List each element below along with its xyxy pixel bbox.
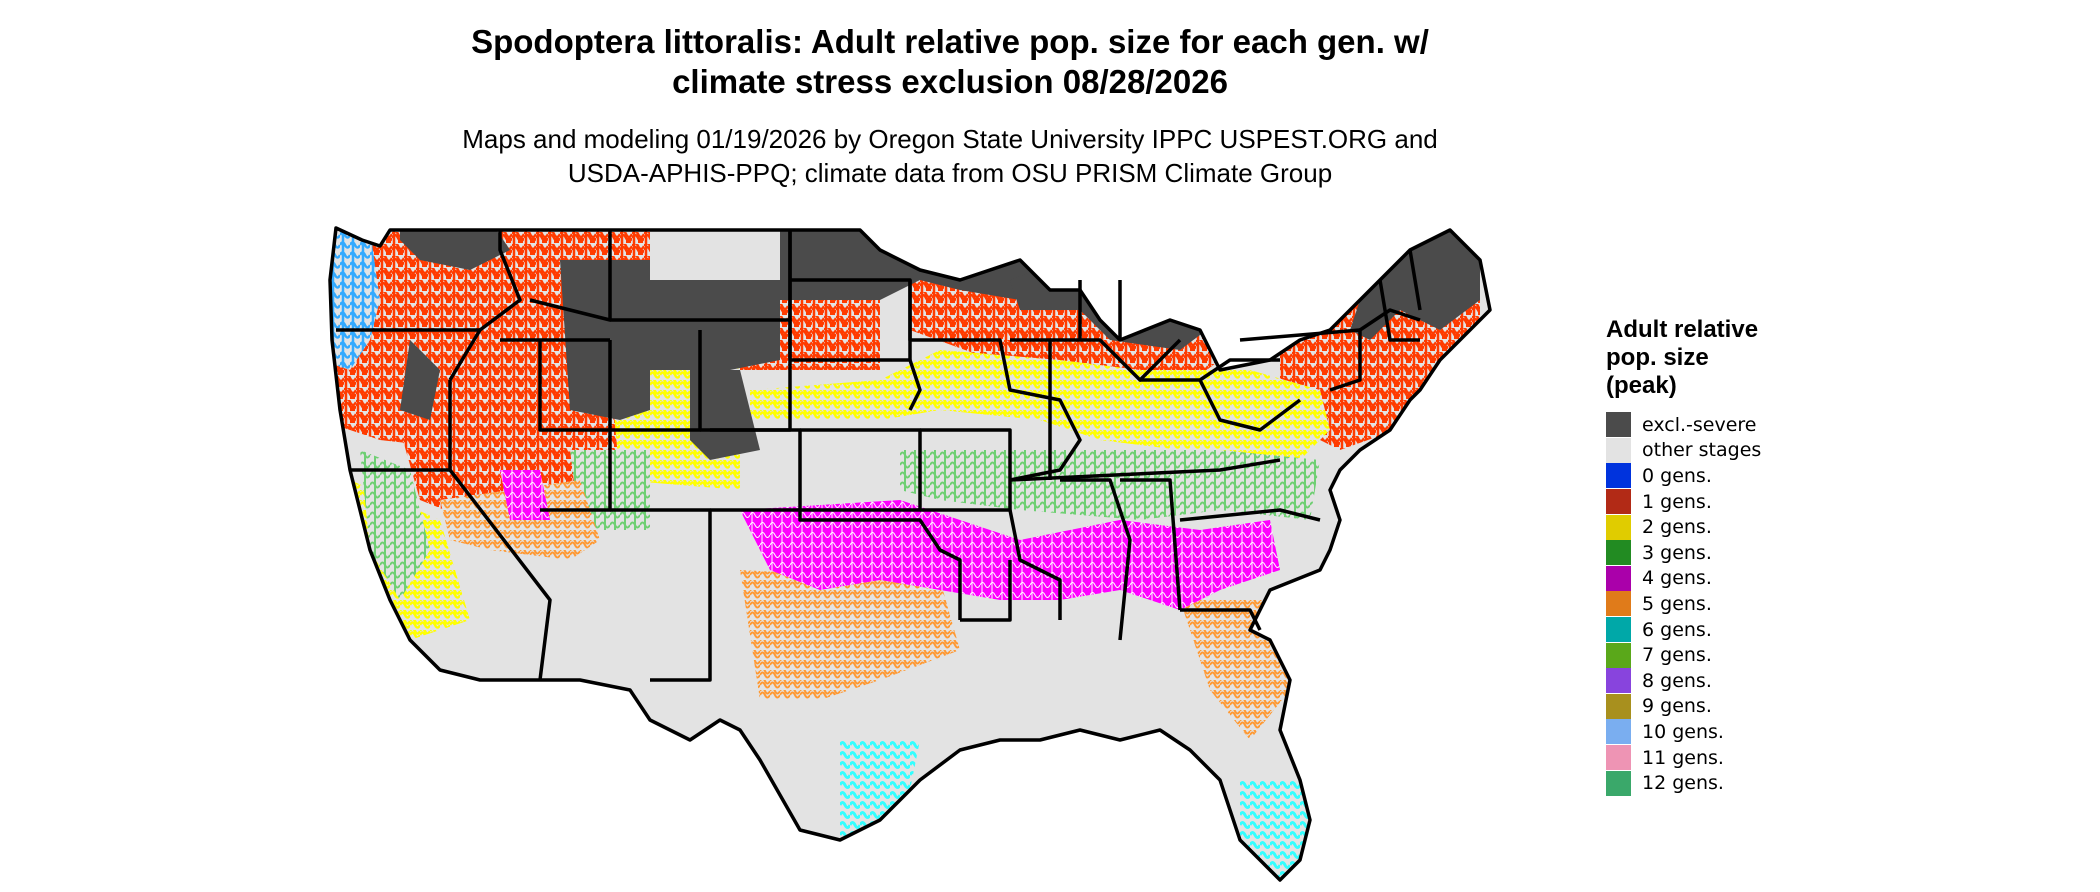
- legend-swatch: [1606, 437, 1631, 463]
- us-map: [328, 226, 1492, 882]
- map-title-line2: climate stress exclusion 08/28/2026: [672, 63, 1228, 100]
- region-texas-5gen: [740, 570, 960, 700]
- legend-label: 4 gens.: [1642, 567, 1712, 590]
- legend: Adult relative pop. size (peak) excl.-se…: [1606, 316, 1906, 796]
- legend-title-line1: Adult relative: [1606, 316, 1759, 343]
- border-wv-va: [1198, 379, 1302, 432]
- legend-item: 5 gens.: [1606, 591, 1906, 617]
- legend-label: 5 gens.: [1642, 592, 1712, 615]
- legend-label: excl.-severe: [1642, 413, 1757, 436]
- border-ga-fl: [1180, 608, 1262, 631]
- border-tn-ky: [1009, 458, 1281, 482]
- legend-item: 0 gens.: [1606, 463, 1906, 489]
- region-central-2gen: [750, 350, 1330, 480]
- legend-label: 8 gens.: [1642, 669, 1712, 692]
- border-ca-nv-az: [448, 468, 552, 681]
- border-mn-ia-mo: [908, 280, 1082, 482]
- border-az-nm: [610, 508, 712, 682]
- state-borders: [328, 226, 1492, 882]
- legend-item: other stages: [1606, 437, 1906, 464]
- border-nh-me: [1408, 249, 1422, 311]
- legend-label: 10 gens.: [1642, 720, 1724, 743]
- legend-item: excl.-severe: [1606, 412, 1906, 438]
- border-ok-tx: [798, 510, 962, 620]
- legend-swatch: [1606, 617, 1631, 643]
- legend-label: 11 gens.: [1642, 746, 1724, 769]
- legend-item: 10 gens.: [1606, 719, 1906, 745]
- legend-title-line2: pop. size: [1606, 344, 1709, 371]
- legend-swatch: [1606, 489, 1631, 515]
- legend-item: 4 gens.: [1606, 565, 1906, 592]
- border-mo-ar: [920, 428, 1012, 512]
- legend-title-line3: (peak): [1606, 372, 1677, 399]
- legend-swatch: [1606, 591, 1631, 617]
- legend-swatch: [1606, 463, 1631, 489]
- legend-label: 6 gens.: [1642, 618, 1712, 641]
- region-coast-10gen: [330, 228, 380, 370]
- border-ny-ct: [1359, 308, 1421, 332]
- legend-swatch: [1606, 514, 1631, 540]
- border-wi-mi: [1078, 280, 1122, 340]
- border-nc-sc: [1179, 508, 1321, 522]
- legend-swatch: [1606, 540, 1631, 566]
- map-title: Spodoptera littoralis: Adult relative po…: [420, 22, 1480, 102]
- legend-item: 1 gens.: [1606, 489, 1906, 515]
- border-ks-ok: [800, 428, 922, 512]
- map-subtitle: Maps and modeling 01/19/2026 by Oregon S…: [400, 122, 1500, 190]
- legend-swatch: [1606, 693, 1631, 719]
- legend-swatch: [1606, 770, 1631, 796]
- legend-swatch: [1606, 412, 1631, 438]
- region-gulf-4gen: [740, 500, 1280, 610]
- legend-item: 12 gens.: [1606, 770, 1906, 796]
- border-vt-nh-ma: [1378, 279, 1420, 342]
- border-al-ga: [1120, 478, 1182, 611]
- legend-swatch: [1606, 668, 1631, 694]
- legend-title: Adult relative pop. size (peak): [1606, 316, 1906, 400]
- border-pa-ny: [1239, 328, 1362, 392]
- legend-item: 11 gens.: [1606, 745, 1906, 771]
- region-socal-4gen: [500, 470, 550, 520]
- border-ut-az-co: [538, 330, 702, 432]
- legend-item: 8 gens.: [1606, 668, 1906, 694]
- region-colorado-excluded: [690, 370, 760, 460]
- legend-item: 3 gens.: [1606, 540, 1906, 566]
- legend-item: 7 gens.: [1606, 642, 1906, 668]
- border-id-west: [448, 230, 522, 381]
- legend-label: 3 gens.: [1642, 541, 1712, 564]
- legend-label: 12 gens.: [1642, 772, 1724, 795]
- legend-swatch: [1606, 745, 1631, 771]
- map-subtitle-line2: USDA-APHIS-PPQ; climate data from OSU PR…: [567, 158, 1333, 188]
- border-la: [960, 560, 1012, 622]
- region-south-florida-6gen: [1240, 780, 1320, 880]
- border-oh-wv: [1140, 358, 1280, 382]
- border-ms-al: [1060, 478, 1132, 641]
- map-subtitle-line1: Maps and modeling 01/19/2026 by Oregon S…: [462, 124, 1438, 154]
- region-sierra-excluded: [400, 340, 440, 420]
- legend-item: 2 gens.: [1606, 514, 1906, 540]
- legend-swatch: [1606, 565, 1631, 591]
- border-ar-la: [1008, 509, 1062, 620]
- legend-label: 0 gens.: [1642, 464, 1712, 487]
- legend-swatch: [1606, 642, 1631, 668]
- region-california-3gen: [360, 450, 430, 600]
- legend-label: 1 gens.: [1642, 490, 1712, 513]
- legend-label: 9 gens.: [1642, 695, 1712, 718]
- border-in-oh: [1050, 338, 1182, 382]
- legend-item: 9 gens.: [1606, 693, 1906, 720]
- legend-item: 6 gens.: [1606, 617, 1906, 643]
- legend-swatch: [1606, 719, 1631, 745]
- legend-label: 7 gens.: [1642, 644, 1712, 667]
- legend-items: excl.-severe other stages 0 gens. 1 gens. 2 …: [1606, 412, 1906, 796]
- region-wyoming-excluded: [650, 280, 780, 370]
- map-title-line1: Spodoptera littoralis: Adult relative po…: [471, 23, 1429, 60]
- legend-label: 2 gens.: [1642, 516, 1712, 539]
- us-outline: [328, 226, 1492, 882]
- region-cascades-excluded: [400, 228, 510, 270]
- legend-label: other stages: [1642, 439, 1762, 462]
- border-co-ks: [710, 428, 802, 512]
